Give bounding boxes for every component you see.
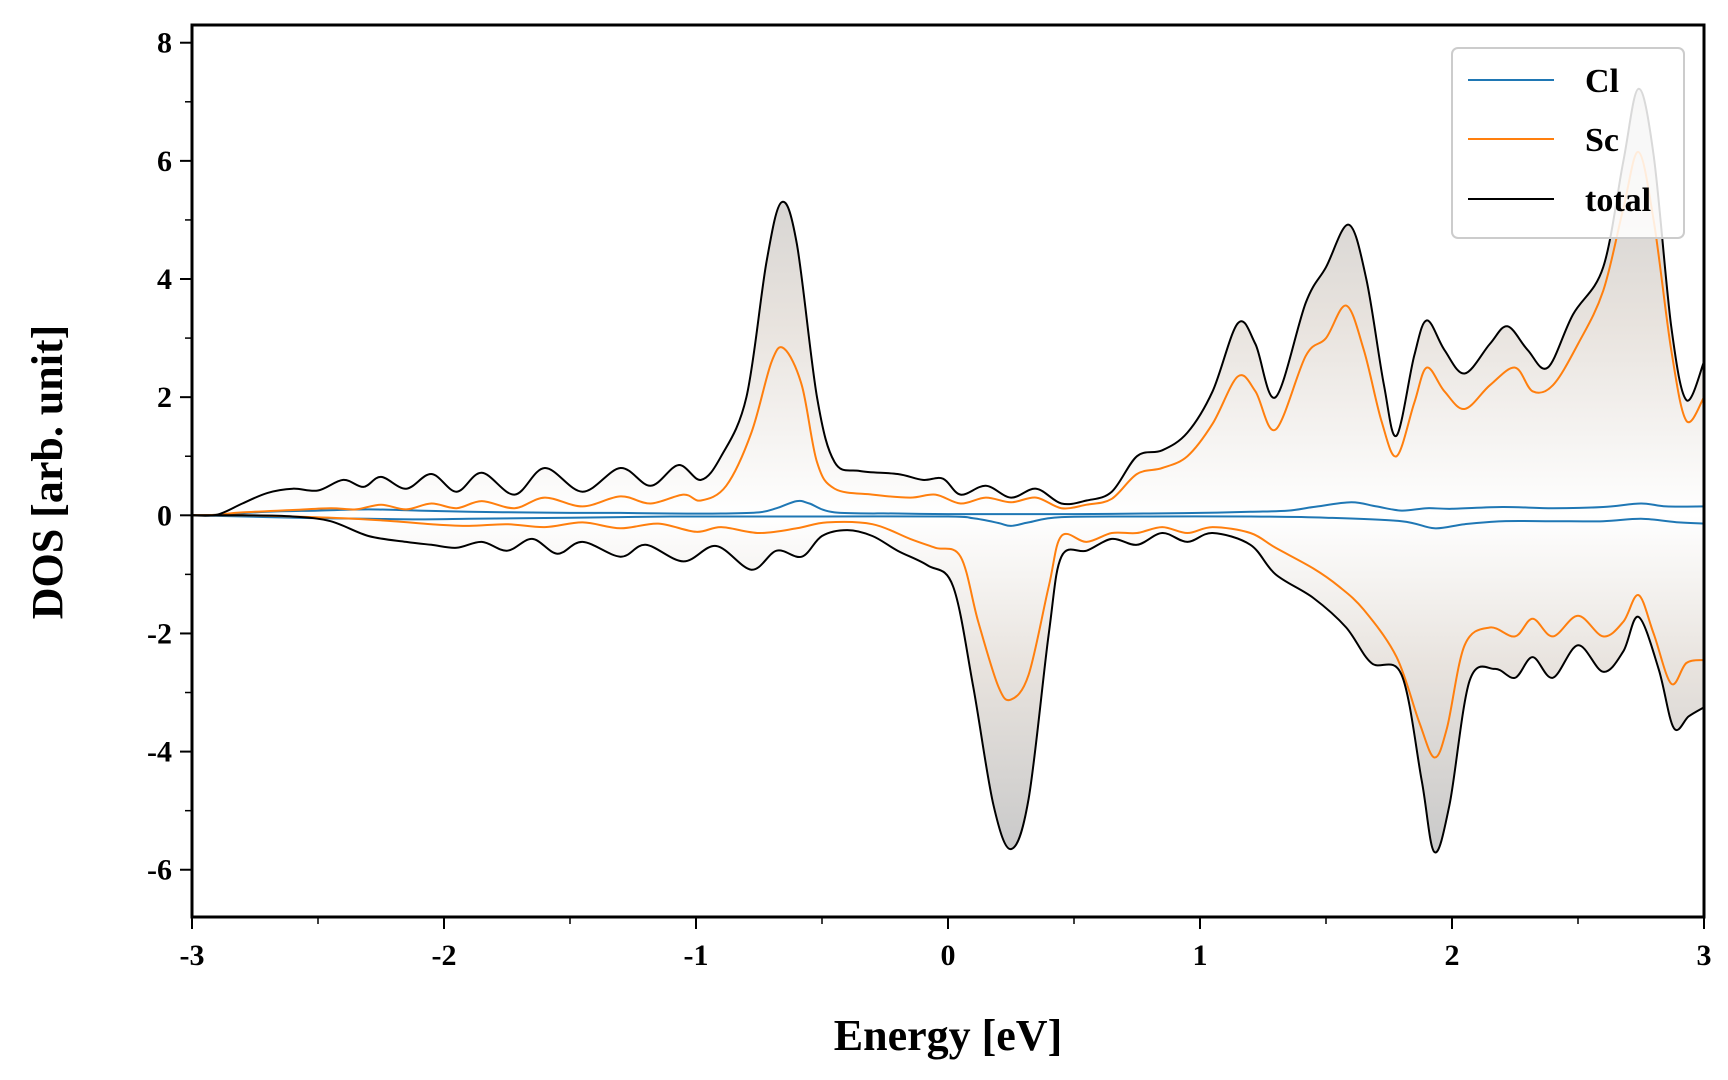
x-tick-label: -2 <box>432 939 457 972</box>
y-tick-label: 4 <box>157 263 172 296</box>
x-tick-label: -3 <box>180 939 205 972</box>
y-tick-label: 6 <box>157 145 172 178</box>
y-axis-ticks: -6 -4 -2 0 2 4 6 8 <box>147 27 192 887</box>
series-total-up-line <box>192 87 1704 517</box>
x-tick-label: 3 <box>1697 939 1712 972</box>
x-tick-label: 0 <box>941 939 956 972</box>
x-axis-title: Energy [eV] <box>834 1011 1063 1060</box>
y-tick-label: 8 <box>157 27 172 60</box>
y-axis-title: DOS [arb. unit] <box>23 325 72 620</box>
x-tick-label: -1 <box>684 939 709 972</box>
legend-label-sc: Sc <box>1585 122 1619 159</box>
fill-area <box>192 88 1704 853</box>
series-cl-down-line <box>192 514 1704 530</box>
y-tick-label: -6 <box>147 854 172 887</box>
y-tick-label: -2 <box>147 617 172 650</box>
series-lines <box>192 87 1704 854</box>
series-sc-down-line <box>192 514 1704 759</box>
x-axis-ticks: -3 -2 -1 0 1 2 3 <box>180 917 1712 972</box>
series-total-down-line <box>192 514 1704 854</box>
y-tick-label: -4 <box>147 736 172 769</box>
legend: Cl Sc total <box>1451 47 1685 239</box>
x-tick-label: 2 <box>1445 939 1460 972</box>
legend-label-cl: Cl <box>1585 63 1619 100</box>
y-tick-label: 2 <box>157 381 172 414</box>
total-down-fill <box>192 515 1704 853</box>
legend-label-total: total <box>1585 182 1651 219</box>
y-tick-label: 0 <box>157 499 172 532</box>
x-tick-label: 1 <box>1193 939 1208 972</box>
legend-box <box>1451 47 1685 239</box>
total-up-fill <box>192 88 1704 516</box>
series-sc-up-line <box>192 150 1704 517</box>
series-cl-up-line <box>192 499 1704 517</box>
